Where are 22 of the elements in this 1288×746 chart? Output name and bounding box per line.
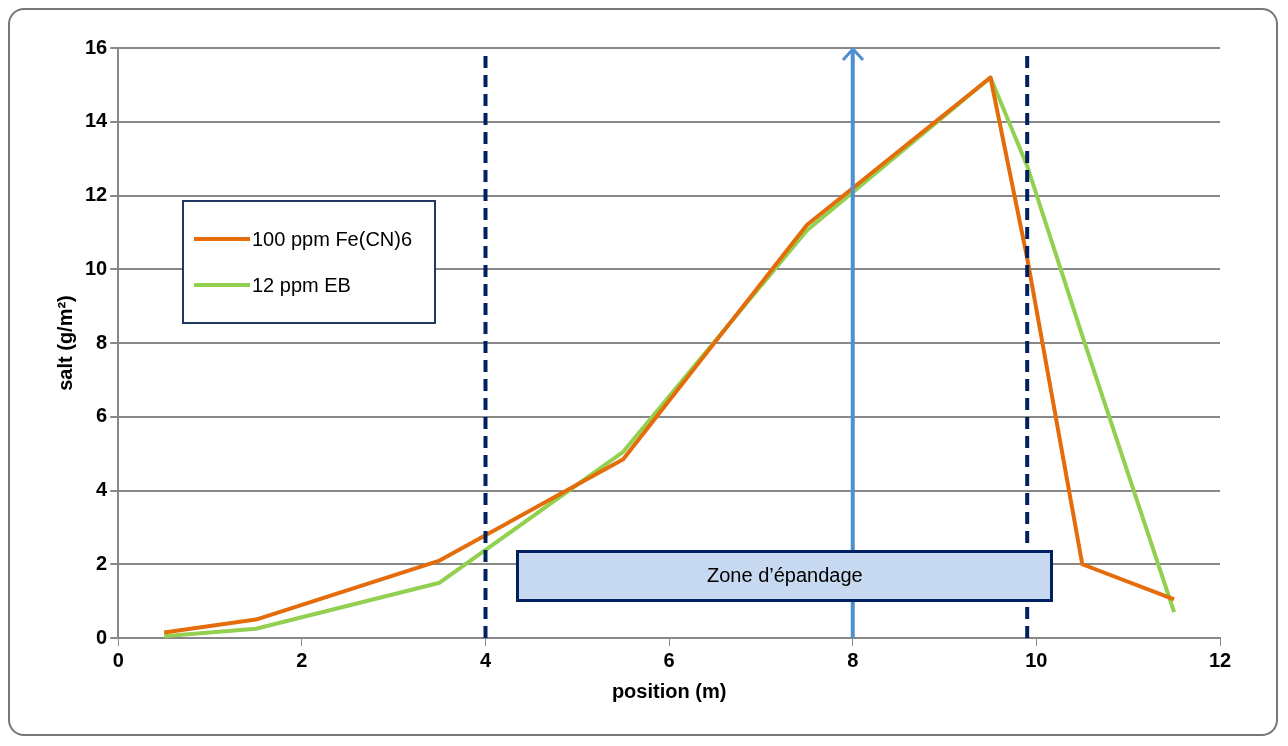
- x-tick-label: 6: [663, 648, 675, 671]
- y-tick-label: 16: [85, 35, 108, 58]
- y-tick-label: 0: [96, 625, 108, 648]
- x-tick-label: 0: [112, 648, 124, 671]
- y-tick-label: 4: [96, 478, 109, 501]
- legend-label: 12 ppm EB: [252, 273, 351, 297]
- x-tick-label: 10: [1025, 648, 1048, 671]
- y-tick-label: 12: [85, 183, 108, 206]
- x-tick-label: 2: [296, 648, 308, 671]
- y-tick-label: 6: [96, 404, 108, 427]
- y-tick-label: 14: [85, 109, 109, 132]
- x-tick-label: 4: [479, 648, 492, 671]
- annotation: Zone d’épandage: [706, 564, 863, 587]
- label-box: Zone d’épandage: [516, 549, 1054, 602]
- legend-label: 100 ppm Fe(CN)6: [252, 227, 413, 251]
- y-tick-label: 10: [85, 256, 108, 279]
- y-axis-title: salt (g/m²): [53, 295, 76, 391]
- x-tick-label: 8: [847, 648, 859, 671]
- y-tick-label: 2: [96, 551, 108, 574]
- x-tick-label: 12: [1208, 648, 1232, 671]
- y-tick-label: 8: [96, 330, 108, 353]
- x-axis-title: position (m): [611, 679, 727, 702]
